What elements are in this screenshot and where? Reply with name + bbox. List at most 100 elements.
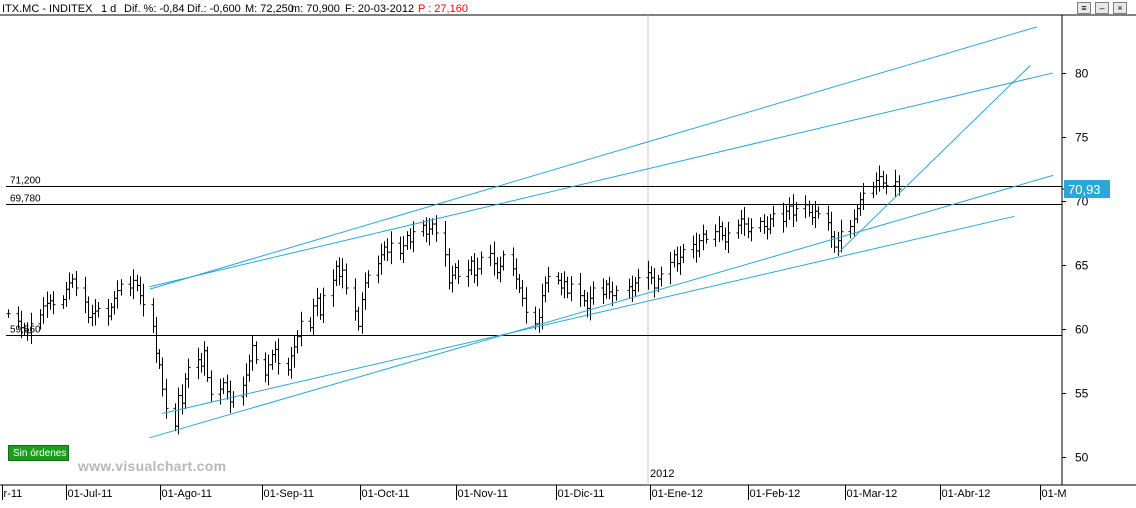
- last-price-box: [1064, 180, 1110, 199]
- ohlc-bar: [488, 244, 493, 267]
- close-button[interactable]: ×: [1113, 2, 1127, 14]
- x-tick-label: 01-M: [1042, 488, 1067, 500]
- ohlc-bar: [231, 391, 236, 408]
- status-badge[interactable]: Sin órdenes: [8, 445, 69, 461]
- x-tick-label: 01-Feb-12: [750, 488, 801, 500]
- p-label: P : 27,160: [418, 3, 468, 15]
- price-level-label: 69,780: [10, 194, 41, 205]
- ohlc-bar: [559, 273, 564, 296]
- ohlc-bar: [736, 219, 741, 239]
- ohlc-bar: [205, 346, 210, 382]
- ohlc-bar: [720, 221, 725, 241]
- ohlc-bar: [96, 301, 101, 318]
- ohlc-bar: [498, 256, 503, 283]
- x-tick-label: 01-Sep-11: [264, 488, 315, 500]
- y-tick-label: 80: [1075, 67, 1089, 81]
- ohlc-bar: [479, 251, 484, 275]
- ohlc-bar: [315, 287, 320, 317]
- ohlc-bar: [401, 236, 406, 264]
- ohlc-bar: [295, 330, 300, 354]
- ohlc-bar: [826, 205, 831, 231]
- ohlc-bar: [697, 234, 702, 258]
- ohlc-bar: [466, 259, 471, 287]
- ohlc-bar: [492, 241, 497, 276]
- ohlc-bar: [585, 291, 590, 318]
- ticker-label: ITX.MC - INDITEX: [2, 3, 93, 15]
- ohlc-bar: [514, 258, 519, 290]
- ohlc-bar: [408, 228, 413, 250]
- ohlc-bar: [93, 299, 98, 326]
- x-tick-label: r-11: [4, 488, 23, 500]
- ohlc-bar: [186, 358, 191, 388]
- ohlc-bar: [517, 274, 522, 294]
- ohlc-bar: [276, 338, 281, 375]
- ohlc-bar: [321, 287, 326, 323]
- dif-pct-label: Dif. %: -0,84: [124, 3, 185, 15]
- menu-button[interactable]: ≡: [1077, 2, 1091, 14]
- ohlc-bar: [649, 266, 654, 285]
- ohlc-bar: [86, 296, 91, 324]
- y-tick-label: 50: [1075, 451, 1089, 465]
- x-tick-label: 01-Abr-12: [942, 488, 991, 500]
- ohlc-bar: [385, 238, 390, 261]
- ohlc-bar: [141, 283, 146, 317]
- ohlc-bar: [897, 175, 902, 196]
- ohlc-bar: [228, 380, 233, 414]
- trendline: [149, 72, 1054, 288]
- ohlc-bar: [659, 266, 664, 287]
- chart-header: ITX.MC - INDITEX 1 d Dif. %: -0,84 Dif.:…: [2, 3, 468, 15]
- ohlc-bar: [610, 281, 615, 307]
- x-tick-label: 01-Jul-11: [68, 488, 113, 500]
- ohlc-bar: [543, 276, 548, 303]
- ohlc-bar: [704, 230, 709, 244]
- ohlc-bar: [646, 260, 651, 290]
- ohlc-bar: [765, 216, 770, 240]
- y-tick-label: 60: [1075, 323, 1089, 337]
- ohlc-bar: [225, 374, 230, 400]
- ohlc-bar: [376, 255, 381, 284]
- date-label: F: 20-03-2012: [345, 3, 414, 15]
- ohlc-bar: [739, 210, 744, 235]
- ohlc-bar: [758, 217, 763, 233]
- watermark: www.visualchart.com: [78, 458, 227, 474]
- ohlc-bar: [652, 268, 657, 298]
- ohlc-bar: [340, 258, 345, 289]
- ohlc-bar: [456, 260, 461, 284]
- ohlc-bar: [691, 235, 696, 259]
- ohlc-bar: [874, 172, 879, 195]
- ohlc-bar: [366, 270, 371, 288]
- ohlc-bar: [74, 270, 79, 297]
- ohlc-bar: [434, 215, 439, 242]
- ohlc-bar: [787, 197, 792, 221]
- ohlc-bar: [633, 277, 638, 297]
- trendline: [149, 174, 1054, 439]
- ohlc-bar: [405, 231, 410, 250]
- ohlc-bar: [848, 220, 853, 239]
- ohlc-bar: [832, 231, 837, 253]
- ohlc-bar: [135, 274, 140, 292]
- ohlc-bar: [450, 265, 455, 293]
- ohlc-bar: [742, 206, 747, 236]
- ohlc-bar: [115, 280, 120, 309]
- ohlc-bar: [247, 354, 252, 382]
- x-tick-label: 01-Dic-11: [558, 488, 605, 500]
- minimize-button[interactable]: ‒: [1095, 2, 1109, 14]
- ohlc-bar: [244, 363, 249, 398]
- ohlc-bar: [266, 354, 271, 386]
- ohlc-bar: [746, 217, 751, 239]
- ohlc-bar: [112, 290, 117, 315]
- ohlc-bar: [6, 309, 11, 318]
- ohlc-bar: [308, 317, 313, 332]
- ohlc-bar: [221, 377, 226, 395]
- ohlc-bar: [196, 347, 201, 380]
- ohlc-bar: [675, 246, 680, 272]
- ohlc-bar: [546, 266, 551, 293]
- x-tick-label: 01-Ene-12: [652, 488, 703, 500]
- ohlc-bar: [83, 276, 88, 314]
- trendline: [162, 215, 1015, 414]
- ohlc-bar: [61, 295, 66, 309]
- ohlc-bar: [839, 219, 844, 253]
- ohlc-bar: [334, 260, 339, 287]
- ohlc-bar: [70, 274, 75, 288]
